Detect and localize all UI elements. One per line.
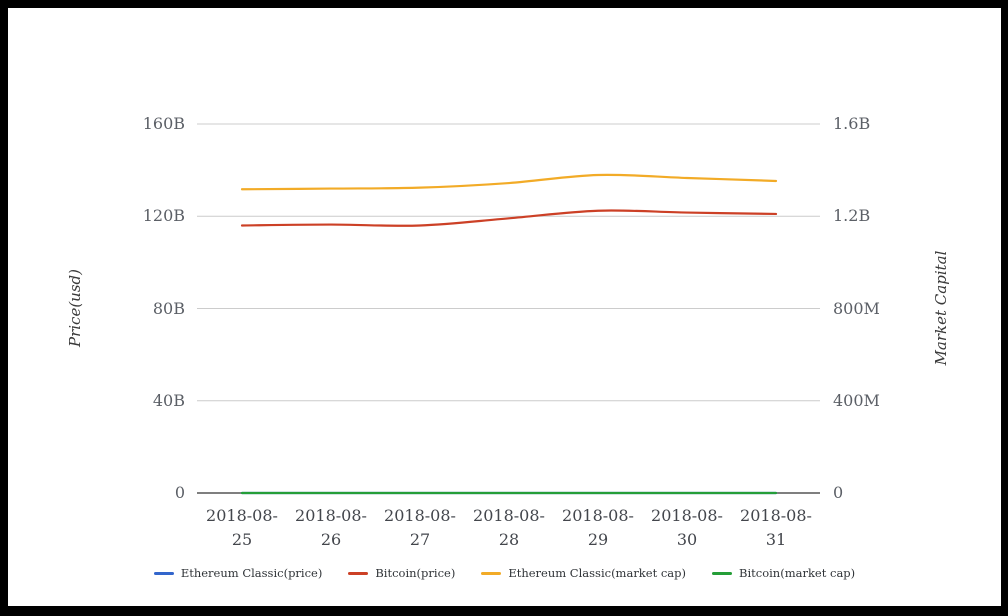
legend-line-swatch: [153, 571, 174, 575]
y-tick-left: 160B: [142, 114, 185, 133]
series-line-ethereum-classic-market-cap-: [240, 173, 778, 191]
legend-line-swatch: [481, 571, 502, 575]
y-tick-right: 1.2B: [833, 206, 871, 226]
x-tick-label: 2018-08- 29: [562, 506, 634, 549]
y-tick-right: 400M: [833, 390, 880, 410]
legend-label: Bitcoin(market cap): [739, 566, 856, 580]
legend-label: Ethereum Classic(price): [180, 566, 323, 580]
y-tick-left: 0: [174, 483, 185, 502]
y-tick-left: 40B: [152, 390, 185, 410]
legend-line-swatch: [712, 571, 733, 575]
y-tick-left: 120B: [142, 206, 185, 226]
x-tick-label: 2018-08- 27: [384, 506, 456, 549]
legend-label: Bitcoin(price): [375, 566, 456, 580]
legend: Ethereum Classic(price) Bitcoin(price) Eth…: [8, 564, 1001, 582]
left-axis-title: Price(usd): [66, 269, 84, 348]
y-axis-left-labels: 0 40B 80B 120B 160B: [8, 8, 1001, 606]
y-tick-right: 1.6B: [833, 114, 871, 133]
x-tick-label: 2018-08- 31: [740, 506, 812, 549]
right-axis-title: Market Capital: [932, 250, 950, 366]
chart-canvas: [197, 123, 820, 495]
y-tick-right: 800M: [833, 298, 880, 318]
legend-label: Ethereum Classic(market cap): [508, 566, 687, 580]
legend-item-ethereum-classic-price-[interactable]: Ethereum Classic(price): [153, 565, 323, 581]
x-tick-label: 2018-08- 28: [473, 506, 545, 549]
legend-item-ethereum-classic-market-cap-[interactable]: Ethereum Classic(market cap): [481, 565, 686, 581]
x-tick-label: 2018-08- 25: [206, 506, 278, 549]
x-axis-labels: 2018-08- 25 2018-08- 26 2018-08- 27 2018-08…: [8, 8, 1001, 606]
legend-line-swatch: [348, 571, 369, 575]
x-tick-label: 2018-08- 26: [295, 506, 367, 549]
y-tick-right: 0: [833, 483, 844, 502]
chart-frame: 0 40B 80B 120B 160B 0 400M 800M 1.2B 1.6B 2018-0…: [8, 8, 1001, 606]
legend-item-bitcoin-market-cap-[interactable]: Bitcoin(market cap): [712, 565, 855, 581]
series-line-bitcoin-price-: [240, 209, 778, 227]
legend-item-bitcoin-price-[interactable]: Bitcoin(price): [348, 565, 455, 581]
x-tick-label: 2018-08- 30: [651, 506, 723, 549]
y-tick-left: 80B: [152, 298, 185, 318]
y-axis-right-labels: 0 400M 800M 1.2B 1.6B: [8, 8, 1001, 606]
